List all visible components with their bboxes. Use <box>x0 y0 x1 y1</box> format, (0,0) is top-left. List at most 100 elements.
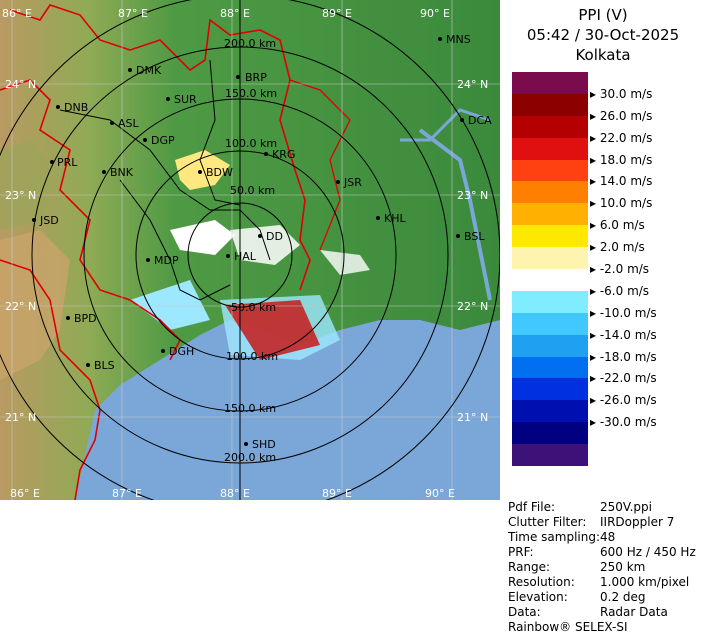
highland-area <box>0 140 55 230</box>
range-rings <box>0 0 500 500</box>
range-label: 50.0 km <box>231 301 276 314</box>
longitude-label: 86° E <box>10 487 40 500</box>
place-label: BNK <box>110 166 134 179</box>
legend-swatch <box>512 225 588 248</box>
color-legend <box>512 72 588 467</box>
info-key: Range: <box>508 560 551 574</box>
radar-map[interactable]: 86° E 87° E 88° E 89° E 90° E 86° E 87° … <box>0 0 500 500</box>
district-border <box>59 109 271 261</box>
radar-map-canvas: 86° E 87° E 88° E 89° E 90° E 86° E 87° … <box>0 0 500 500</box>
info-value: Radar Data <box>600 605 668 619</box>
range-label: 100.0 km <box>226 350 278 363</box>
legend-swatch <box>512 444 588 467</box>
legend-swatch <box>512 159 588 182</box>
international-border <box>289 79 351 251</box>
legend-swatch <box>512 247 588 270</box>
legend-tick-label: ▸ -22.0 m/s <box>590 371 657 386</box>
radar-echoes <box>130 150 370 360</box>
longitude-label: 88° E <box>220 487 250 500</box>
legend-tick-label: ▸ -10.0 m/s <box>590 305 657 320</box>
place-label: BLS <box>94 359 115 372</box>
legend-swatch <box>512 422 588 445</box>
latitude-label: 24° N <box>457 78 488 91</box>
legend-tick-label: ▸ -6.0 m/s <box>590 283 650 298</box>
legend-swatch <box>512 137 588 161</box>
legend-swatch <box>512 269 588 292</box>
place-label: DNB <box>64 101 88 114</box>
latitude-label: 23° N <box>5 189 36 202</box>
range-label: 150.0 km <box>225 87 277 100</box>
range-label: 50.0 km <box>230 184 275 197</box>
longitude-label: 89° E <box>322 7 352 20</box>
legend-swatch <box>512 115 588 139</box>
place-label: DGH <box>169 345 194 358</box>
longitude-label: 87° E <box>112 487 142 500</box>
place-label: BPD <box>74 312 97 325</box>
place-label: KRG <box>272 148 295 161</box>
legend-tick-label: ▸ 2.0 m/s <box>590 240 645 255</box>
place-label: KHL <box>384 212 406 225</box>
place-label: ASL <box>118 117 140 130</box>
legend-swatch <box>512 400 588 423</box>
place-label: DMK <box>136 64 162 77</box>
river <box>400 108 491 142</box>
place-label: BSL <box>464 230 485 243</box>
latitude-label: 21° N <box>5 411 36 424</box>
place-label: MDP <box>154 254 179 267</box>
info-key: Clutter Filter: <box>508 515 587 529</box>
latitude-label: 22° N <box>457 300 488 313</box>
place-label: JSD <box>39 214 59 227</box>
info-panel: Pdf File: 250V.ppi Clutter Filter: IIRDoppl… <box>500 500 706 642</box>
state-border <box>0 79 181 361</box>
station-name: Kolkata <box>575 46 631 64</box>
legend-tick-label: ▸ 10.0 m/s <box>590 196 653 211</box>
place-label: DCA <box>468 114 492 127</box>
legend-swatch <box>512 72 588 95</box>
longitude-label: 90° E <box>425 487 455 500</box>
place-label: SUR <box>174 93 197 106</box>
latitude-label: 23° N <box>457 189 488 202</box>
legend-tick-label: ▸ 14.0 m/s <box>590 174 653 189</box>
place-label: MNS <box>446 33 471 46</box>
place-label: JSR <box>343 176 362 189</box>
place-label: DD <box>266 230 283 243</box>
info-key: Data: <box>508 605 541 619</box>
place-label: BDW <box>206 166 233 179</box>
range-label: 200.0 km <box>224 451 276 464</box>
time-date: 05:42 / 30-Oct-2025 <box>526 26 680 44</box>
legend-tick-label: ▸ -14.0 m/s <box>590 327 657 342</box>
legend-swatch <box>512 203 588 226</box>
legend-tick-label: ▸ 30.0 m/s <box>590 86 653 101</box>
info-value: IIRDoppler 7 <box>600 515 675 529</box>
latitude-label: 22° N <box>5 300 36 313</box>
place-markers <box>32 37 464 446</box>
info-value: 48 <box>600 530 616 544</box>
info-key: Elevation: <box>508 590 568 604</box>
legend-tick-label: ▸ 26.0 m/s <box>590 108 653 123</box>
place-label: BRP <box>245 71 267 84</box>
info-key: PRF: <box>508 545 534 559</box>
legend-tick-label: ▸ -18.0 m/s <box>590 349 657 364</box>
state-border <box>0 259 101 500</box>
range-label: 100.0 km <box>225 137 277 150</box>
info-value: 250V.ppi <box>600 500 652 514</box>
longitude-label: 87° E <box>118 7 148 20</box>
info-key: Pdf File: <box>508 500 556 514</box>
legend-tick-label: ▸ 6.0 m/s <box>590 218 645 233</box>
legend-swatch <box>512 356 588 379</box>
legend-tick-label: ▸ -2.0 m/s <box>590 262 650 276</box>
longitude-label: 89° E <box>322 487 352 500</box>
legend-swatch <box>512 334 588 358</box>
legend-swatch <box>512 93 588 117</box>
info-value: 0.2 deg <box>600 590 646 604</box>
range-label: 150.0 km <box>224 402 276 415</box>
blank-area <box>0 500 500 642</box>
info-value: 1.000 km/pixel <box>600 575 690 589</box>
place-label: SHD <box>252 438 276 451</box>
longitude-label: 88° E <box>220 7 250 20</box>
district-border <box>199 59 241 206</box>
highland-area <box>0 230 70 380</box>
legend-swatch <box>512 181 588 204</box>
legend-tick-label: ▸ -26.0 m/s <box>590 393 657 408</box>
river <box>418 128 492 301</box>
